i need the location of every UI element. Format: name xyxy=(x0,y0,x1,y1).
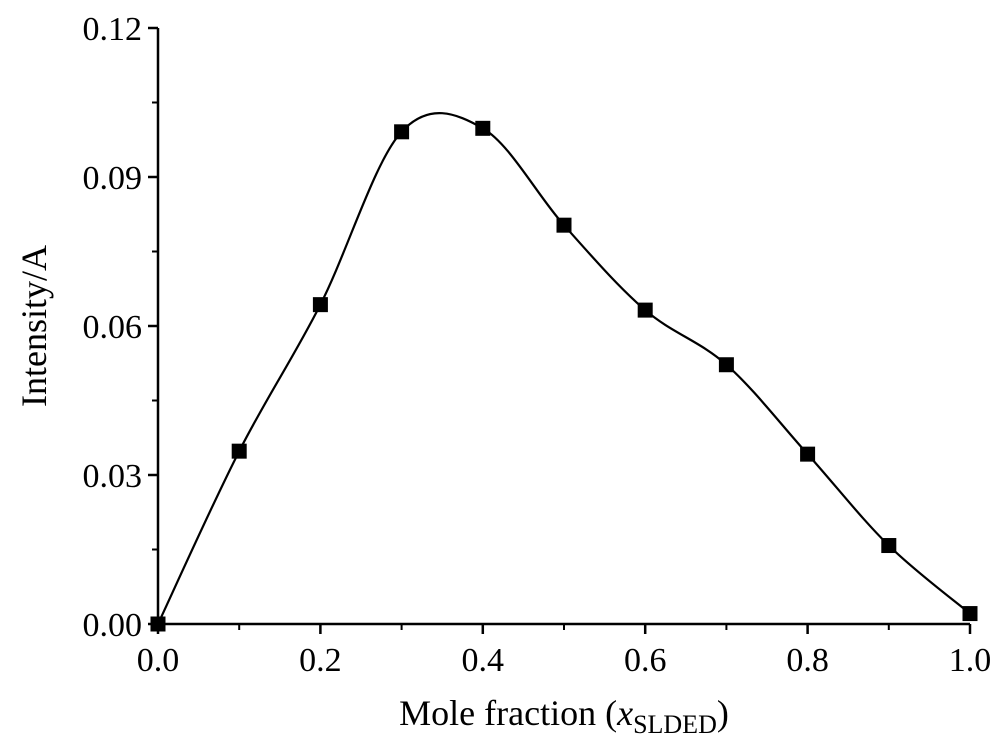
plot-area: 0.00 0.03 0.06 0.09 0.12 0.0 0.2 0.4 0.6 0.8 1.0 xyxy=(83,11,992,679)
y-axis-title: Intensity/A xyxy=(14,245,54,407)
x-tick-label: 0.2 xyxy=(299,642,342,679)
data-point xyxy=(718,357,734,373)
x-tick-label: 0.6 xyxy=(624,642,667,679)
data-point xyxy=(800,446,816,462)
y-tick-label: 0.03 xyxy=(83,458,143,495)
data-point xyxy=(556,217,572,233)
x-tick-label: 0.0 xyxy=(137,642,180,679)
x-tick-label: 0.8 xyxy=(786,642,829,679)
data-point xyxy=(394,124,410,140)
y-tick-label: 0.12 xyxy=(83,11,143,48)
x-axis-title-suffix: ) xyxy=(717,693,729,733)
y-ticks: 0.00 0.03 0.06 0.09 0.12 xyxy=(83,11,158,644)
y-tick-label: 0.09 xyxy=(83,160,143,197)
x-axis-title-variable: x xyxy=(616,693,633,733)
data-point xyxy=(312,297,328,313)
y-tick-label: 0.00 xyxy=(83,607,143,644)
x-axis-title: Mole fraction (xSLDED) xyxy=(399,693,729,738)
smooth-curve xyxy=(157,112,971,625)
x-tick-label: 0.4 xyxy=(462,642,505,679)
x-tick-label: 1.0 xyxy=(949,642,992,679)
data-point xyxy=(475,120,491,136)
x-ticks: 0.0 0.2 0.4 0.6 0.8 1.0 xyxy=(137,624,992,679)
data-point xyxy=(962,606,978,622)
data-point xyxy=(231,443,247,459)
data-point xyxy=(881,538,897,554)
x-axis-title-prefix: Mole fraction ( xyxy=(399,693,617,733)
data-point xyxy=(637,302,653,318)
y-tick-label: 0.06 xyxy=(83,309,143,346)
data-point xyxy=(150,616,166,632)
x-axis-title-subscript: SLDED xyxy=(633,710,717,738)
data-markers xyxy=(150,120,978,632)
